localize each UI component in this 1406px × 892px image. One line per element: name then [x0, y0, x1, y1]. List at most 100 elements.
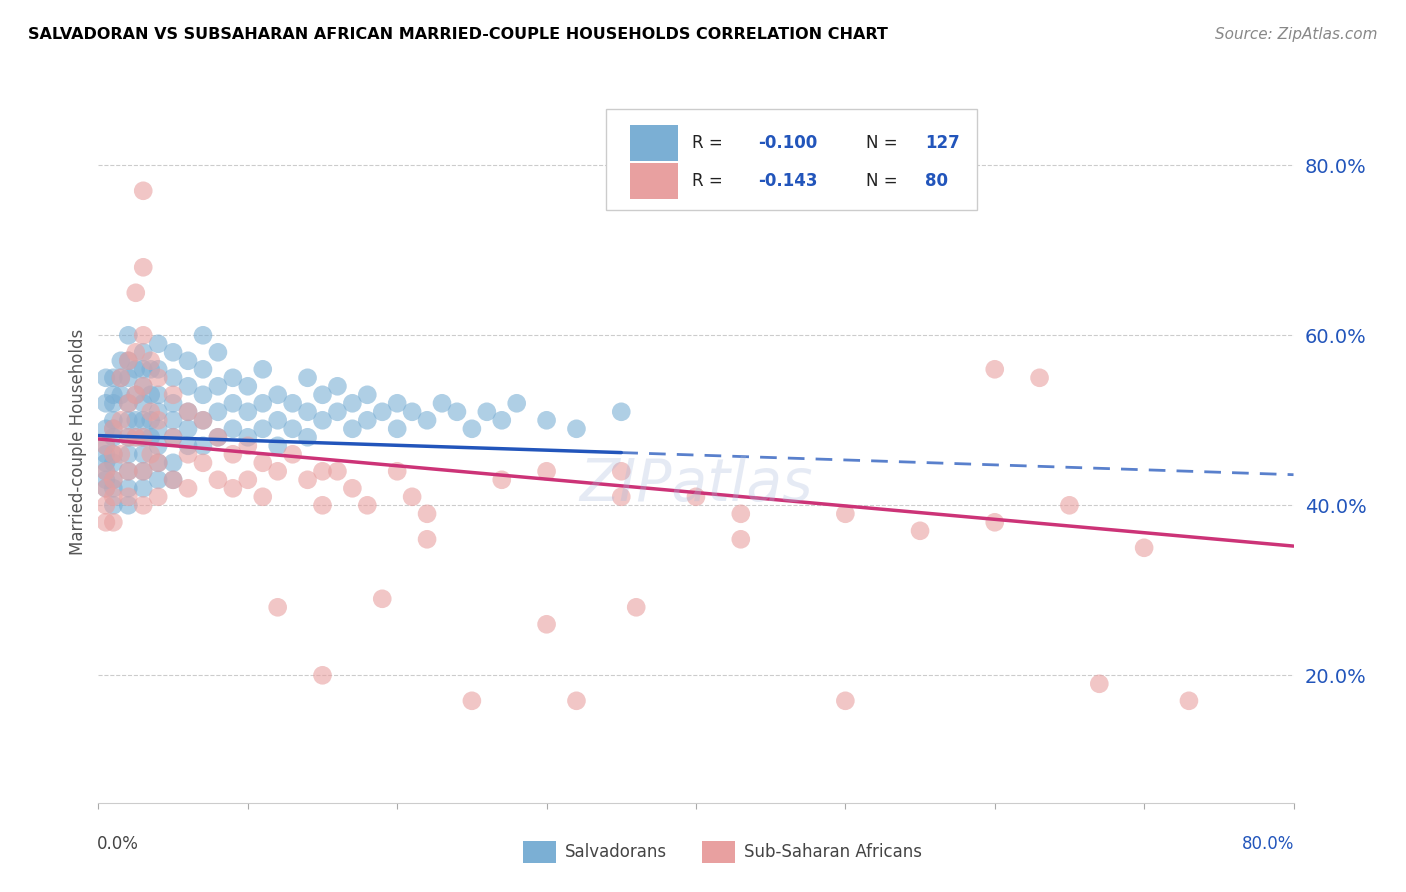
Point — [94, 456, 117, 470]
Point — [148, 413, 170, 427]
Point — [342, 481, 364, 495]
Point — [191, 439, 214, 453]
Point — [103, 422, 125, 436]
Point — [103, 430, 125, 444]
Point — [132, 481, 155, 495]
Point — [125, 388, 148, 402]
Text: SALVADORAN VS SUBSAHARAN AFRICAN MARRIED-COUPLE HOUSEHOLDS CORRELATION CHART: SALVADORAN VS SUBSAHARAN AFRICAN MARRIED… — [28, 27, 889, 42]
Point — [297, 405, 319, 419]
Point — [191, 413, 214, 427]
Point — [1088, 677, 1111, 691]
Point — [162, 473, 184, 487]
Text: -0.143: -0.143 — [758, 172, 818, 190]
Point — [565, 422, 588, 436]
Point — [281, 422, 304, 436]
Point — [125, 285, 148, 300]
Point — [685, 490, 707, 504]
Point — [103, 481, 125, 495]
Point — [162, 396, 184, 410]
Point — [162, 345, 184, 359]
Point — [252, 456, 274, 470]
Point — [207, 345, 229, 359]
Point — [191, 388, 214, 402]
Point — [177, 353, 200, 368]
Point — [1059, 498, 1081, 512]
Bar — [630, 125, 678, 161]
Point — [125, 413, 148, 427]
Point — [117, 464, 139, 478]
Point — [125, 345, 148, 359]
Point — [103, 490, 125, 504]
Text: 127: 127 — [925, 135, 960, 153]
Point — [191, 456, 214, 470]
Point — [536, 617, 558, 632]
Text: Salvadorans: Salvadorans — [565, 843, 666, 861]
Point — [446, 405, 468, 419]
Point — [401, 405, 423, 419]
Point — [103, 447, 125, 461]
Point — [311, 388, 333, 402]
Point — [94, 464, 117, 478]
Point — [834, 694, 856, 708]
Point — [148, 439, 170, 453]
Point — [1178, 694, 1201, 708]
Point — [416, 507, 439, 521]
Point — [385, 464, 409, 478]
Bar — [702, 841, 735, 863]
Point — [311, 413, 333, 427]
Point — [565, 694, 588, 708]
Point — [222, 396, 245, 410]
Point — [139, 353, 162, 368]
Text: 80: 80 — [925, 172, 949, 190]
Point — [139, 430, 162, 444]
Point — [148, 405, 170, 419]
Text: N =: N = — [866, 135, 903, 153]
Point — [117, 490, 139, 504]
Point — [1028, 371, 1050, 385]
Text: 0.0%: 0.0% — [97, 835, 139, 854]
Point — [267, 388, 290, 402]
Point — [177, 405, 200, 419]
Point — [148, 473, 170, 487]
Point — [162, 413, 184, 427]
Point — [148, 336, 170, 351]
Point — [297, 371, 319, 385]
Point — [132, 328, 155, 343]
Point — [267, 464, 290, 478]
Point — [236, 379, 259, 393]
Point — [94, 422, 117, 436]
Point — [326, 379, 349, 393]
Point — [311, 498, 333, 512]
Point — [103, 371, 125, 385]
Point — [110, 371, 132, 385]
Point — [401, 490, 423, 504]
Point — [148, 371, 170, 385]
Point — [132, 447, 155, 461]
Point — [252, 490, 274, 504]
Point — [730, 507, 752, 521]
Point — [94, 464, 117, 478]
Point — [207, 430, 229, 444]
Point — [117, 396, 139, 410]
Point — [162, 430, 184, 444]
Point — [207, 473, 229, 487]
Point — [236, 430, 259, 444]
Point — [222, 481, 245, 495]
Point — [110, 371, 132, 385]
Point — [94, 516, 117, 530]
Point — [297, 430, 319, 444]
Bar — [630, 163, 678, 199]
Point — [177, 439, 200, 453]
Point — [162, 388, 184, 402]
Point — [117, 413, 139, 427]
Point — [103, 422, 125, 436]
Point — [148, 362, 170, 376]
Point — [103, 473, 125, 487]
Point — [117, 498, 139, 512]
Point — [162, 456, 184, 470]
Point — [177, 379, 200, 393]
Point — [281, 396, 304, 410]
Point — [117, 371, 139, 385]
Point — [94, 439, 117, 453]
Point — [139, 447, 162, 461]
